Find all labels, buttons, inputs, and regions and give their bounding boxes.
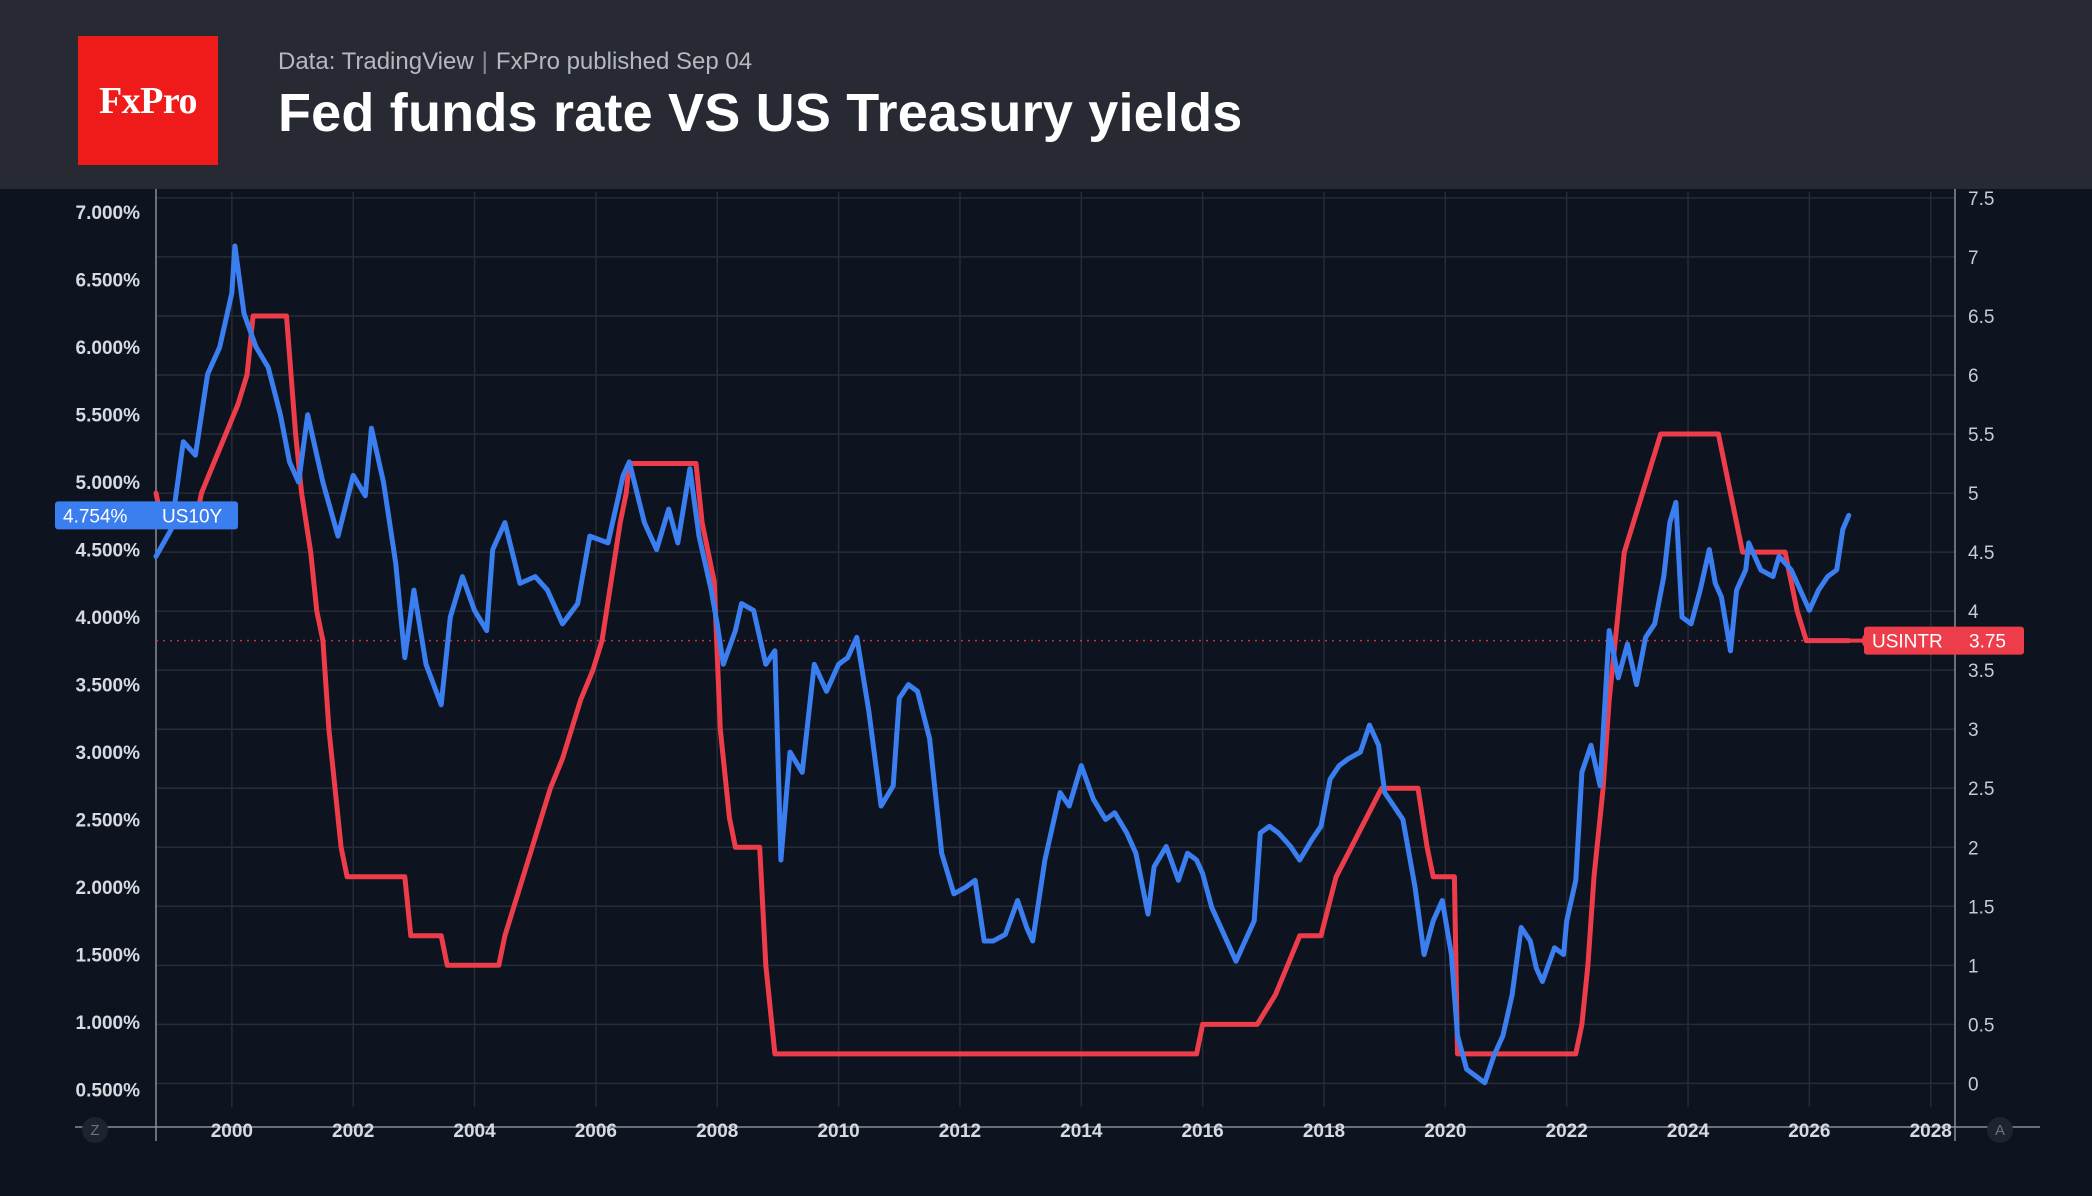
value-tags: USINTR 3.75 4.754% US10Y [55,501,2024,655]
x-tick-label: 2006 [575,1121,617,1142]
x-tick-label: 2010 [817,1121,859,1142]
left-corner-label: Z [90,1122,99,1139]
x-tick-label: 2008 [696,1121,738,1142]
us10y-tag-name: US10Y [162,506,223,527]
left-tick-label: 1.000% [76,1013,141,1034]
left-corner-button[interactable] [82,1117,108,1143]
left-tick-label: 2.500% [76,811,141,832]
us10y-tag-value: 4.754% [63,506,128,527]
left-tick-label: 1.500% [76,946,141,967]
fxpro-logo: FxPro [78,36,218,165]
right-tick-label: 2 [1968,838,1979,859]
right-tick-label: 5 [1968,484,1979,505]
logo-text: FxPro [98,79,198,122]
left-tick-label: 4.500% [76,541,141,562]
usintr-line [153,313,1852,1057]
left-tick-label: 3.000% [76,743,141,764]
x-tick-label: 2018 [1303,1121,1345,1142]
header-bar: FxPro Data: TradingView | FxPro published … [0,0,2092,189]
right-tick-label: 7 [1968,248,1979,269]
right-tick-label: 3 [1968,720,1979,741]
right-tick-label: 0 [1968,1074,1979,1095]
right-tick-label: 4.5 [1968,543,1994,564]
right-corner-label: A [1995,1122,2005,1139]
x-tick-label: 2000 [211,1121,253,1142]
right-tick-label: 4 [1968,602,1979,623]
x-tick-label: 2024 [1667,1121,1710,1142]
left-tick-label: 4.000% [76,608,141,629]
source-line: Data: TradingView | FxPro published Sep 04 [278,48,752,76]
usintr-tag-name: USINTR [1872,632,1943,653]
right-corner-button[interactable] [1987,1117,2013,1143]
x-tick-label: 2012 [939,1121,981,1142]
right-tick-label: 1.5 [1968,897,1994,918]
left-tick-label: 7.000% [76,203,141,224]
separator-divider: | [481,48,488,75]
right-tick-label: 5.5 [1968,425,1994,446]
left-tick-label: 2.000% [76,878,141,899]
left-tick-label: 6.000% [76,338,141,359]
x-tick-label: 2020 [1424,1121,1466,1142]
right-tick-label: 2.5 [1968,779,1994,800]
x-tick-label: 2026 [1788,1121,1830,1142]
series-lines [153,243,1955,1086]
x-tick-label: 2016 [1181,1121,1223,1142]
right-tick-label: 6.5 [1968,307,1994,328]
left-tick-label: 6.500% [76,271,141,292]
x-tick-label: 2028 [1910,1121,1952,1142]
right-tick-label: 7.5 [1968,189,1994,210]
usintr-tag-value: 3.75 [1969,632,2006,653]
right-tick-label: 0.5 [1968,1015,1994,1036]
x-tick-label: 2004 [453,1121,496,1142]
x-tick-label: 2002 [332,1121,374,1142]
us10y-tag-box [55,501,238,530]
chart-title: Fed funds rate VS US Treasury yields [278,83,1243,143]
grid-lines [156,192,1955,1107]
left-tick-label: 5.000% [76,473,141,494]
x-tick-label: 2014 [1060,1121,1103,1142]
usintr-tag-box [1864,626,2024,655]
left-tick-label: 0.500% [76,1080,141,1101]
tick-labels: 2000 2002 2004 2006 2008 2010 2012 2014 2016 2018… [76,189,1995,1142]
right-tick-label: 3.5 [1968,661,1994,682]
publisher-text: FxPro published Sep 04 [495,48,753,75]
x-tick-label: 2022 [1546,1121,1588,1142]
left-tick-label: 3.500% [76,676,141,697]
us10y-line [153,243,1852,1086]
source-text: Data: TradingView [278,48,474,75]
right-tick-label: 6 [1968,366,1979,387]
left-tick-label: 5.500% [76,406,141,427]
right-tick-label: 1 [1968,956,1979,977]
